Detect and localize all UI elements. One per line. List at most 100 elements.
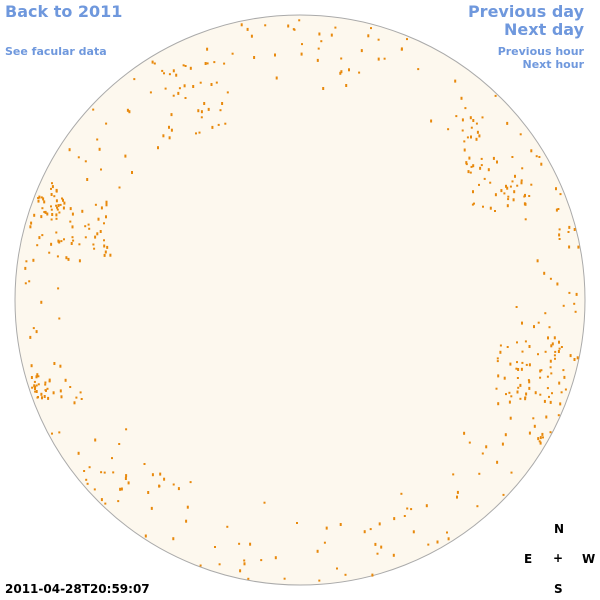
speck [33, 213, 36, 217]
speck [112, 471, 115, 474]
speck [118, 443, 121, 445]
speck [536, 259, 539, 263]
speck [547, 336, 549, 340]
speck [545, 415, 548, 419]
speck [240, 23, 243, 27]
speck [44, 383, 47, 386]
speck [392, 553, 395, 557]
speck [495, 387, 498, 390]
speck [568, 225, 571, 229]
speck [118, 186, 121, 189]
speck [57, 287, 60, 290]
speck [59, 203, 62, 206]
speck [105, 215, 107, 219]
speck [465, 161, 468, 165]
speck [274, 556, 277, 560]
speck [330, 33, 333, 37]
speck [38, 236, 41, 240]
speck [554, 350, 557, 353]
speck [168, 136, 171, 140]
speck [25, 260, 28, 263]
speck [55, 231, 58, 234]
previous-hour-link[interactable]: Previous hour [497, 45, 584, 58]
speck [425, 504, 428, 508]
speck [371, 573, 374, 577]
speck [71, 212, 74, 216]
speck [36, 244, 39, 247]
speck [55, 204, 58, 207]
speck [51, 185, 54, 189]
speck [80, 398, 83, 400]
speck [530, 149, 533, 153]
speck [172, 483, 175, 486]
speck [104, 502, 107, 505]
speck [147, 491, 150, 494]
speck [496, 460, 499, 464]
speck [67, 257, 70, 261]
previous-day-link[interactable]: Previous day [467, 2, 584, 21]
speck [207, 107, 210, 111]
speck [260, 559, 263, 562]
speck [478, 183, 480, 186]
speck [46, 387, 49, 390]
speck [58, 431, 61, 434]
speck [182, 64, 185, 67]
speck [70, 242, 73, 245]
speck [574, 310, 577, 313]
speck [515, 367, 518, 370]
speck [519, 397, 522, 400]
speck [514, 174, 516, 178]
speck [478, 472, 481, 475]
speck [55, 213, 58, 217]
speck [60, 395, 63, 399]
speck [51, 213, 54, 216]
speck [558, 233, 561, 237]
speck [41, 234, 44, 237]
speck [501, 442, 504, 446]
speck [124, 154, 127, 158]
speck [482, 205, 484, 208]
speck [340, 70, 343, 74]
speck [492, 156, 495, 160]
speck [568, 245, 571, 249]
speck [475, 122, 478, 125]
speck [489, 181, 492, 184]
speck [53, 362, 56, 365]
speck [203, 102, 206, 105]
speck [189, 481, 192, 484]
back-link[interactable]: Back to 2011 [5, 2, 123, 21]
speck [403, 515, 406, 517]
speck [37, 383, 40, 386]
speck [464, 107, 467, 110]
speck [528, 195, 531, 197]
speck [28, 280, 31, 283]
speck [487, 168, 490, 172]
speck [125, 428, 128, 431]
next-hour-link[interactable]: Next hour [522, 58, 585, 71]
speck [517, 386, 520, 389]
speck [427, 543, 430, 546]
speck [77, 451, 80, 455]
speck [516, 341, 518, 344]
speck [78, 259, 81, 263]
next-day-link[interactable]: Next day [504, 20, 584, 39]
speck [532, 417, 535, 420]
speck [316, 549, 319, 553]
speck [143, 463, 146, 465]
speck [158, 484, 161, 488]
speck [447, 537, 450, 541]
speck [508, 391, 511, 394]
speck [103, 471, 106, 474]
speck [557, 208, 560, 210]
speck [520, 181, 523, 185]
speck [539, 369, 542, 373]
speck [567, 231, 570, 233]
speck [300, 52, 303, 56]
speck [323, 541, 326, 544]
speck [472, 190, 474, 194]
speck [197, 109, 200, 113]
speck [558, 381, 561, 385]
speck [31, 386, 34, 389]
speck [472, 119, 475, 122]
facular-link[interactable]: See facular data [5, 45, 107, 58]
